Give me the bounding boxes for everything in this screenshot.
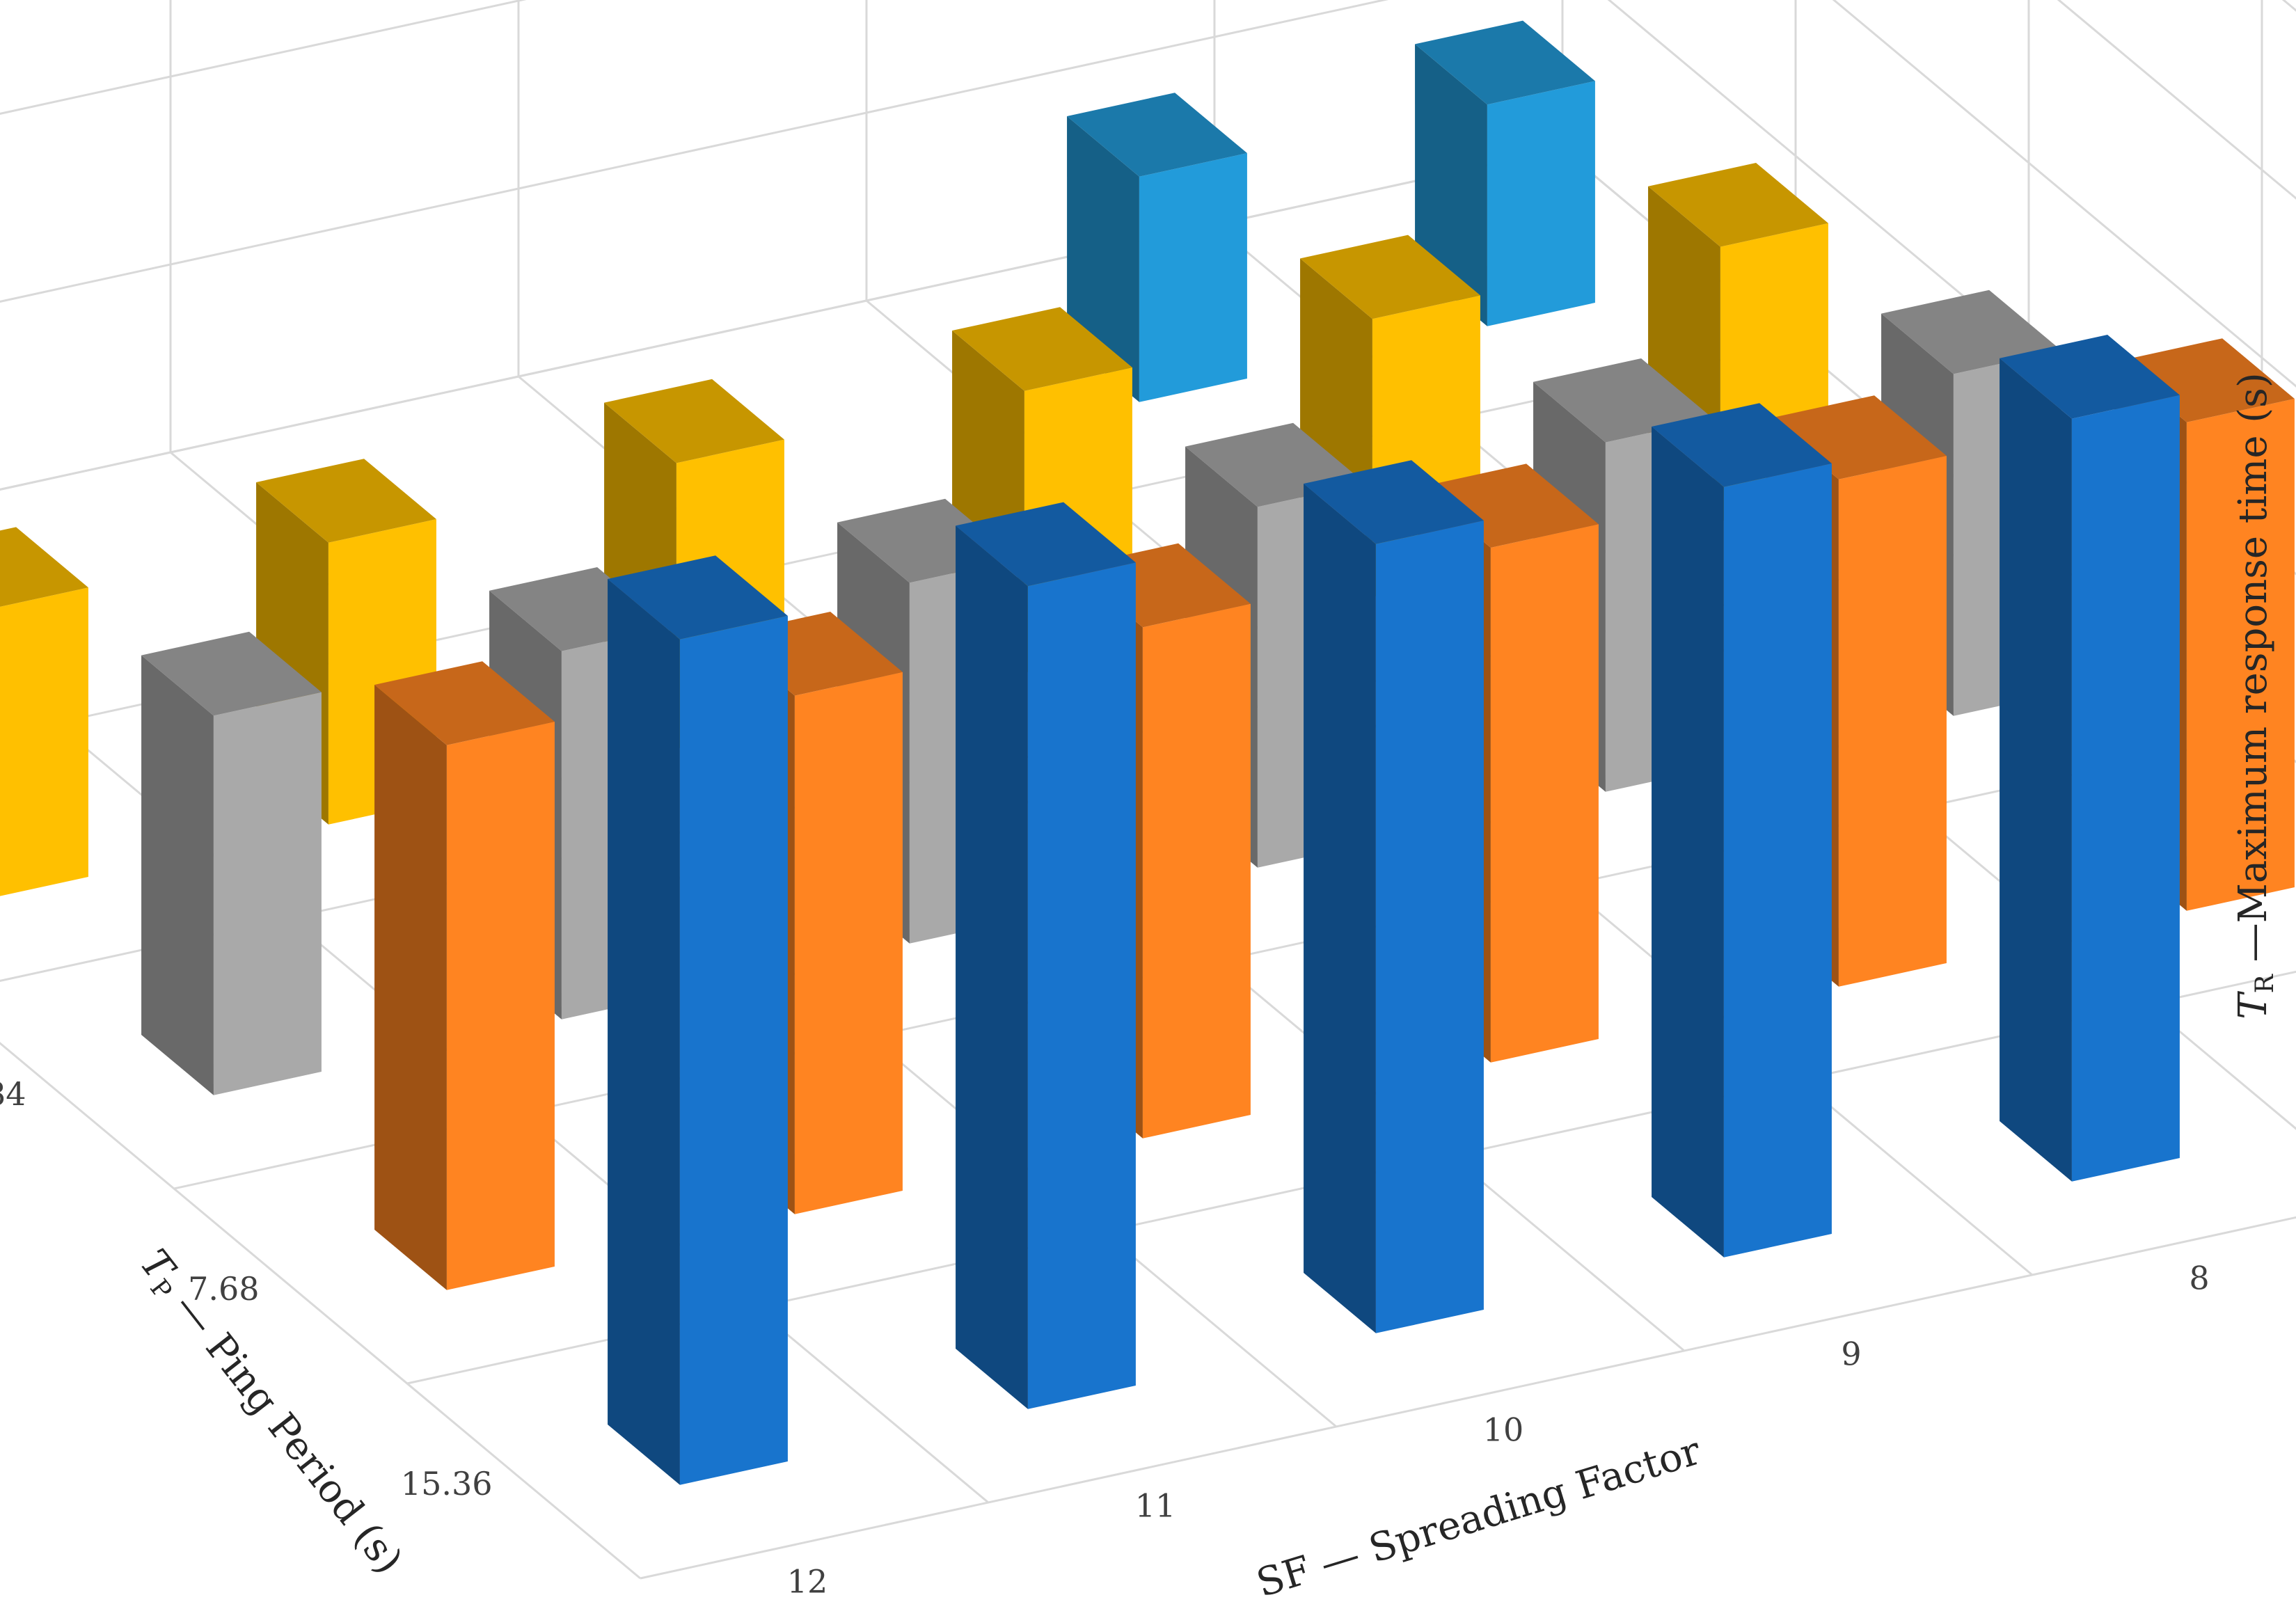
x-tick-label: 8 [2189,1260,2209,1297]
back-wall-gridline [0,0,1562,40]
z-axis-title: TR —Maximum response time (s) [2231,372,2279,1019]
bar-top-face [1533,358,1713,443]
z-axis-title-text: —Maximum response time (s) [2231,372,2276,974]
bar-top-face [1652,403,1832,487]
bar-top-face [1304,460,1484,544]
y-tick-label: 15.36 [401,1465,493,1502]
x-axis-title: SF — Spreading Factor [1251,1428,1706,1606]
bar [1415,20,1595,326]
bar-front-face [794,672,903,1214]
bar-side-face [1652,426,1724,1258]
bars [0,20,2295,1485]
z-axis-title-subscript: R [2251,974,2279,993]
bar-front-face [1487,81,1595,326]
floor-gridline [0,1042,641,1580]
bar-side-face [956,525,1028,1409]
bar-front-face [0,587,88,896]
bar-top-face [956,502,1136,587]
side-wall-gridline [2057,0,2296,200]
bar-front-face [2186,399,2295,911]
bar-front-face [2071,395,2180,1182]
bar-side-face [141,655,214,1095]
bar-side-face [1304,483,1376,1333]
bar-front-face [1027,562,1136,1409]
y-axis-title-text: — Ping Period (s) [157,1275,411,1583]
bar [2000,335,2180,1182]
bar [0,527,88,896]
side-wall-gridline [1562,0,2296,184]
bar-top-face [1648,163,1828,247]
bar-top-face [256,459,436,543]
x-tick-label: 9 [1841,1335,1861,1373]
bar-top-face [2000,335,2180,419]
bar [1304,460,1484,1333]
y-axis-title: TP — Ping Period (s) [128,1242,411,1585]
bar-top-face [1418,463,1599,548]
bar-front-face [1723,463,1832,1258]
bar-front-face [1375,521,1484,1333]
bar-top-face [141,631,322,716]
x-tick-label: 11 [1135,1487,1176,1525]
x-tick-label: 10 [1483,1411,1524,1449]
bar-front-face [1142,603,1251,1139]
bar-front-face [679,616,788,1485]
bar [956,502,1136,1409]
x-tick-label: 12 [787,1563,828,1601]
bar-top-face [1415,20,1595,105]
bar-top-face [952,307,1132,391]
bar-top-face [604,379,784,463]
side-wall-gridline [1832,0,2296,388]
bar-side-face [374,684,447,1290]
bar-top-face [1300,235,1480,319]
bar-top-face [1881,290,2061,374]
y-tick-label: 3.84 [0,1075,26,1113]
bar-top-face [0,527,88,607]
bar-front-face [446,722,555,1290]
bar [608,555,788,1485]
bar-top-face [1766,395,1947,479]
bar-front-face [213,692,322,1095]
bar [141,631,322,1095]
back-wall-gridline [0,0,1389,303]
bar-top-face [1067,93,1247,177]
bar-side-face [2000,358,2072,1182]
bar-top-face [608,555,788,640]
z-axis-title-symbol: T [2231,991,2276,1020]
bar-side-face [608,578,680,1485]
tick-labels: 12111098715.367.683.841.920.960510152025 [0,1075,2210,1601]
y-tick-label: 7.68 [188,1270,259,1308]
floor-gridline [640,1216,2296,1580]
back-wall-gridline [0,0,527,115]
bar-top-face [374,661,555,745]
bar-front-face [1139,153,1247,402]
bar-front-face [1490,524,1599,1063]
bar-top-face [2114,338,2295,422]
bar [1652,403,1832,1258]
bar-side-face [1415,44,1487,326]
bar-front-face [1838,456,1947,987]
bar [374,661,555,1290]
